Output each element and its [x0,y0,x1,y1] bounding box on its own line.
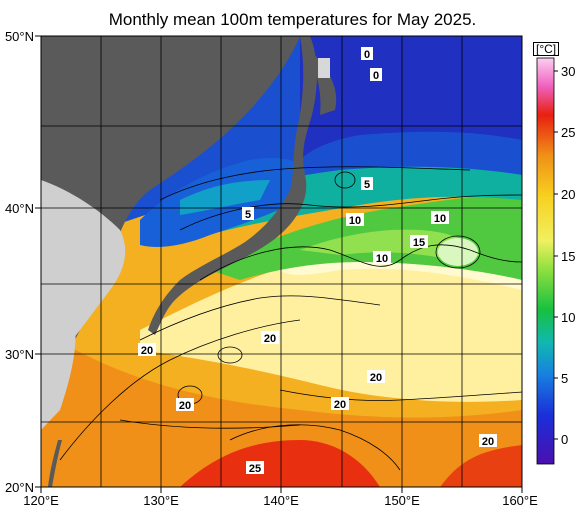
svg-text:0: 0 [373,70,379,82]
contour-label: 20 [261,331,279,345]
sea-paleyellow [140,254,522,402]
contour-5 [159,166,471,201]
contour-label: 10 [373,251,391,265]
lat-label-20: 20°N [5,480,34,495]
svg-text:25: 25 [249,463,261,475]
sea-lightgreen [300,229,480,262]
sea-red-2 [440,445,522,487]
colorbar-tick: 5 [561,371,568,386]
svg-text:20: 20 [370,372,382,384]
eddy-contour-4 [435,235,481,269]
contour-label: 5 [361,177,373,191]
tick-marks [35,35,523,493]
contour-2 [139,295,381,341]
contour-lines [59,166,522,471]
contour-label: 20 [479,434,497,448]
svg-text:15: 15 [413,237,425,249]
lon-label-150: 150°E [384,493,420,508]
contour-label: 20 [331,397,349,411]
contour-label: 10 [431,211,449,225]
svg-text:20: 20 [334,399,346,411]
contour-label: 25 [246,461,264,475]
contour-label: 10 [346,213,364,227]
colorbar-unit: [°C] [533,42,560,56]
contour-label: 5 [242,207,254,221]
svg-text:10: 10 [434,213,446,225]
sea-deepblue [300,36,522,160]
svg-text:5: 5 [245,209,251,221]
lon-label-120: 120°E [23,493,59,508]
lon-label-160: 160°E [502,493,538,508]
sea-of-japan-cyan [180,180,270,215]
japan-islands [148,36,317,335]
lat-label-30: 30°N [5,347,34,362]
contour-8 [229,424,401,471]
contour-label: 0 [361,47,373,61]
china-coast [41,260,76,430]
asia-mainland [41,36,300,410]
svg-text:20: 20 [482,436,494,448]
colorbar-tick: 20 [561,187,575,202]
colorbar-tick: 0 [561,432,568,447]
taiwan [48,440,62,487]
map-body [41,36,522,487]
sakhalin-light [318,58,330,78]
svg-text:0: 0 [364,49,370,61]
eddy-contour-1 [217,346,243,364]
hokkaido [310,50,337,115]
svg-text:20: 20 [141,345,153,357]
svg-text:10: 10 [376,253,388,265]
sea-red-1 [180,440,380,487]
contour-3 [199,244,522,281]
contour-1 [59,319,301,461]
contour-labels: 0 0 5 5 10 10 10 15 20 20 20 20 20 20 25 [138,47,497,475]
lon-label-140: 140°E [263,493,299,508]
eddy-contour-3 [334,171,356,189]
colorbar-bar [536,57,555,465]
map-title: Monthly mean 100m temperatures for May 2… [108,10,477,29]
lat-label-40: 40°N [5,201,34,216]
svg-text:5: 5 [364,179,370,191]
contour-label: 20 [138,343,156,357]
contour-label: 20 [176,398,194,412]
svg-text:20: 20 [179,400,191,412]
warm-eddy [438,238,478,266]
contour-label: 0 [370,68,382,82]
grid-lines [41,36,522,487]
colorbar-tick: 25 [561,125,575,140]
colorbar-tick: 30 [561,64,575,79]
lon-label-130: 130°E [143,493,179,508]
contour-label: 15 [410,235,428,249]
contour-4 [179,194,522,231]
colorbar-tick: 10 [561,310,575,325]
lat-label-50: 50°N [5,29,34,44]
svg-text:10: 10 [349,215,361,227]
colorbar-tick: 15 [561,249,575,264]
svg-text:20: 20 [264,333,276,345]
contour-label: 20 [367,370,385,384]
colorbar: 30 25 20 15 10 5 0 [536,57,575,465]
contour-7 [119,419,301,429]
contour-6 [279,389,522,401]
